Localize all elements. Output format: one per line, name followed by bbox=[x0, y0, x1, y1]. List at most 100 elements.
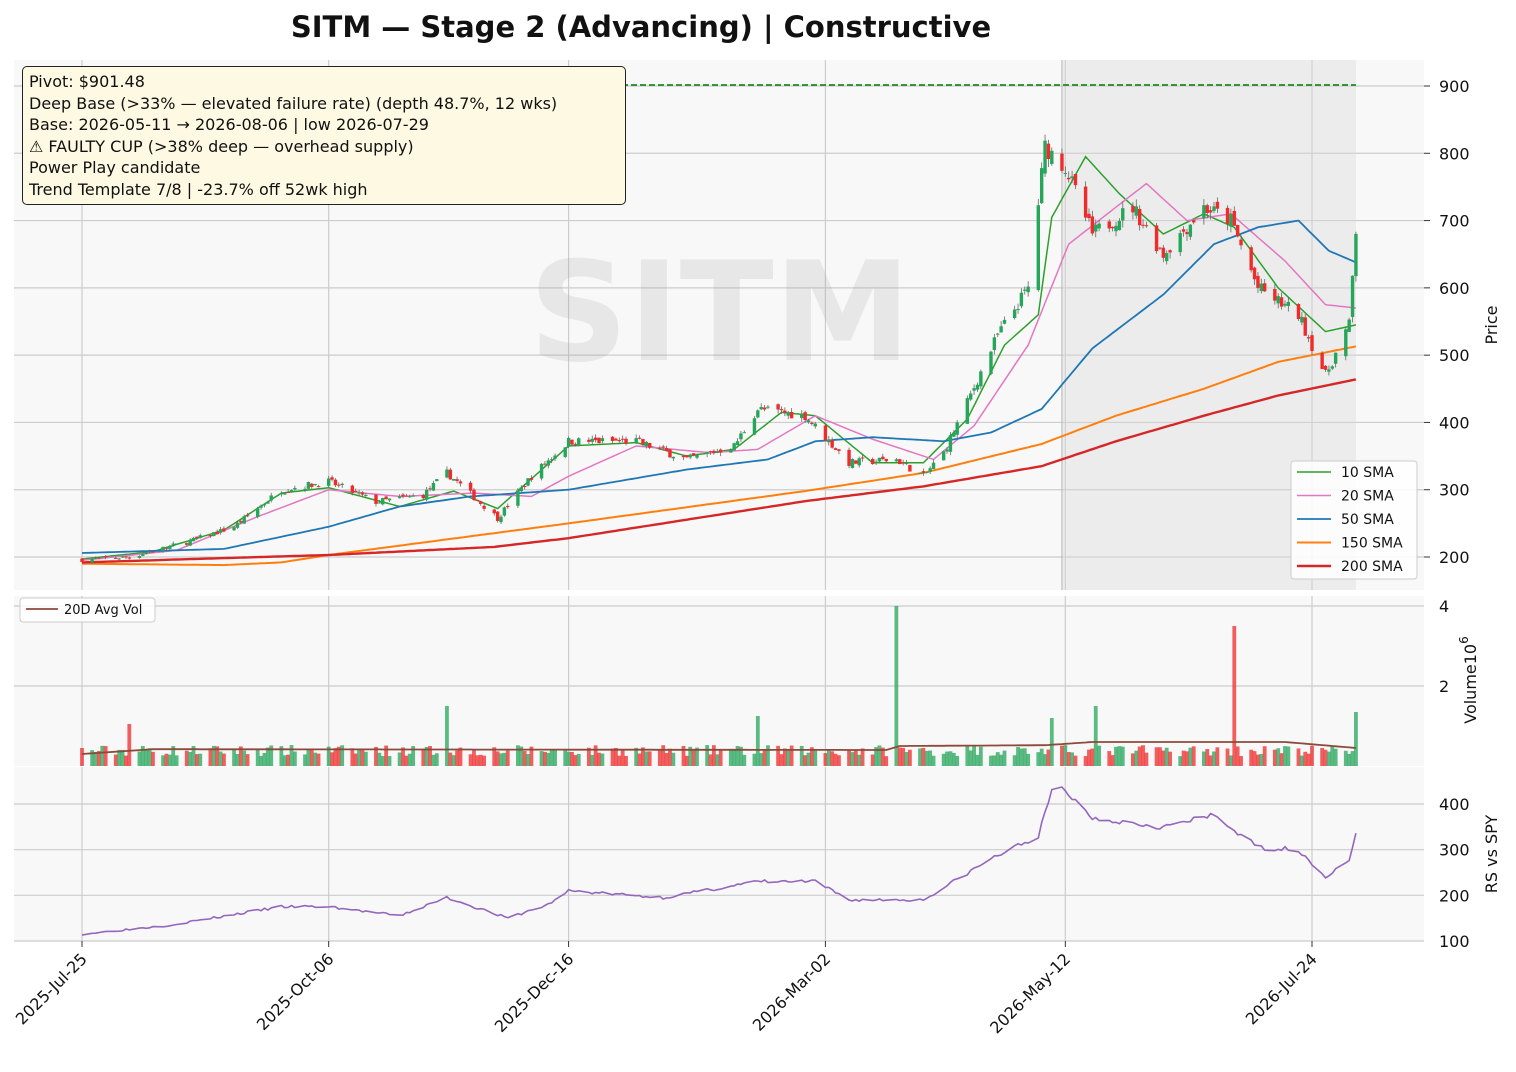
candle-body bbox=[931, 462, 936, 469]
volume-bar bbox=[705, 745, 710, 766]
volume-bar bbox=[978, 746, 983, 766]
volume-bar bbox=[363, 751, 368, 766]
candle-body bbox=[286, 491, 290, 493]
candle-body bbox=[340, 483, 344, 486]
volume-bar bbox=[407, 753, 412, 766]
volume-bar bbox=[766, 745, 770, 766]
candle-body bbox=[901, 462, 905, 464]
volume-bar bbox=[992, 755, 997, 766]
candle-body bbox=[495, 511, 500, 521]
candle-body bbox=[293, 487, 297, 490]
candle-body bbox=[124, 556, 128, 558]
volume-bar bbox=[1283, 746, 1287, 766]
candle-body bbox=[1154, 225, 1159, 252]
volume-bar bbox=[458, 747, 463, 766]
annotation-faulty-cup: ⚠ FAULTY CUP (>38% deep — overhead suppl… bbox=[29, 136, 414, 156]
volume-bar bbox=[1262, 746, 1267, 766]
volume-bar bbox=[647, 751, 652, 766]
candle-body bbox=[894, 459, 899, 462]
volume-bar bbox=[688, 746, 693, 766]
candle-body bbox=[695, 454, 699, 458]
candle-body bbox=[1310, 335, 1314, 352]
volume-bar bbox=[1188, 747, 1193, 766]
candle-body bbox=[499, 516, 503, 523]
candle-body bbox=[191, 537, 196, 542]
rs-vs-spy-line bbox=[81, 786, 1357, 936]
candle-body bbox=[1067, 177, 1071, 180]
candle-body bbox=[411, 495, 415, 497]
candle-body bbox=[529, 477, 534, 480]
price-tick-label: 800 bbox=[1439, 144, 1470, 163]
candle-body bbox=[739, 433, 743, 440]
candle-body bbox=[428, 488, 432, 490]
candle-body bbox=[1110, 226, 1115, 229]
volume-bar bbox=[755, 716, 760, 766]
candle-body bbox=[1215, 201, 1220, 209]
volume-bar bbox=[255, 749, 260, 766]
sma-50-line bbox=[81, 219, 1357, 554]
volume-bar bbox=[428, 746, 432, 766]
candle-body bbox=[337, 484, 341, 486]
candle-body bbox=[1087, 213, 1091, 219]
candle-body bbox=[735, 441, 740, 446]
volume-bar bbox=[384, 745, 389, 766]
volume-bar bbox=[1326, 751, 1331, 766]
volume-bar bbox=[965, 746, 970, 766]
volume-legend-label: 20D Avg Vol bbox=[64, 603, 142, 618]
volume-bar bbox=[624, 755, 628, 766]
candle-body bbox=[1039, 168, 1044, 204]
candle-body bbox=[617, 439, 621, 442]
candle-body bbox=[103, 556, 108, 558]
volume-bar bbox=[668, 748, 672, 766]
volume-bar bbox=[657, 749, 662, 766]
price-axis-label: Price bbox=[1482, 305, 1501, 344]
legend-label: 200 SMA bbox=[1341, 559, 1403, 575]
candle-body bbox=[1229, 214, 1233, 227]
volume-bar bbox=[576, 753, 581, 766]
volume-bar bbox=[80, 748, 84, 766]
candle-body bbox=[570, 439, 574, 445]
volume-bar bbox=[1073, 755, 1078, 766]
watermark: SITM bbox=[529, 232, 911, 393]
candle-body bbox=[850, 459, 855, 468]
volume-bar bbox=[695, 747, 699, 766]
volume-bar bbox=[860, 748, 865, 766]
volume-bar bbox=[708, 754, 713, 766]
candle-body bbox=[600, 438, 605, 442]
volume-bar bbox=[330, 752, 334, 766]
volume-bar bbox=[282, 755, 287, 766]
candle-body bbox=[952, 432, 956, 437]
volume-bar bbox=[1235, 746, 1240, 766]
volume-bar bbox=[1208, 755, 1213, 766]
volume-bar bbox=[505, 750, 510, 766]
volume-bar bbox=[1060, 745, 1064, 766]
volume-bar bbox=[661, 745, 666, 766]
candle-body bbox=[1168, 250, 1172, 253]
volume-bar bbox=[718, 750, 723, 766]
volume-bar bbox=[823, 753, 828, 766]
candle-body bbox=[1158, 247, 1162, 249]
volume-bar bbox=[1252, 751, 1257, 766]
candle-body bbox=[1073, 174, 1078, 186]
volume-bar bbox=[941, 753, 946, 766]
volume-bar bbox=[1161, 750, 1166, 766]
candle-body bbox=[989, 351, 993, 375]
volume-bar bbox=[880, 747, 885, 766]
volume-bar bbox=[1158, 747, 1162, 766]
candle-body bbox=[969, 393, 973, 400]
candle-body bbox=[813, 423, 817, 427]
candle-body bbox=[259, 505, 263, 508]
annotation-box: Pivot: $901.48 Deep Base (>33% — elevate… bbox=[22, 66, 626, 205]
volume-exponent-base: 10 bbox=[1461, 644, 1480, 664]
candle-body bbox=[215, 531, 219, 535]
volume-bar bbox=[167, 754, 172, 766]
volume-bar bbox=[1225, 748, 1230, 766]
candle-body bbox=[1181, 229, 1186, 232]
volume-bar bbox=[161, 755, 165, 766]
volume-bar bbox=[786, 749, 791, 766]
candle-body bbox=[1333, 352, 1338, 364]
price-tick-label: 900 bbox=[1439, 77, 1470, 96]
volume-bar bbox=[265, 747, 270, 766]
candle-body bbox=[195, 536, 199, 539]
candle-body bbox=[1178, 233, 1182, 253]
